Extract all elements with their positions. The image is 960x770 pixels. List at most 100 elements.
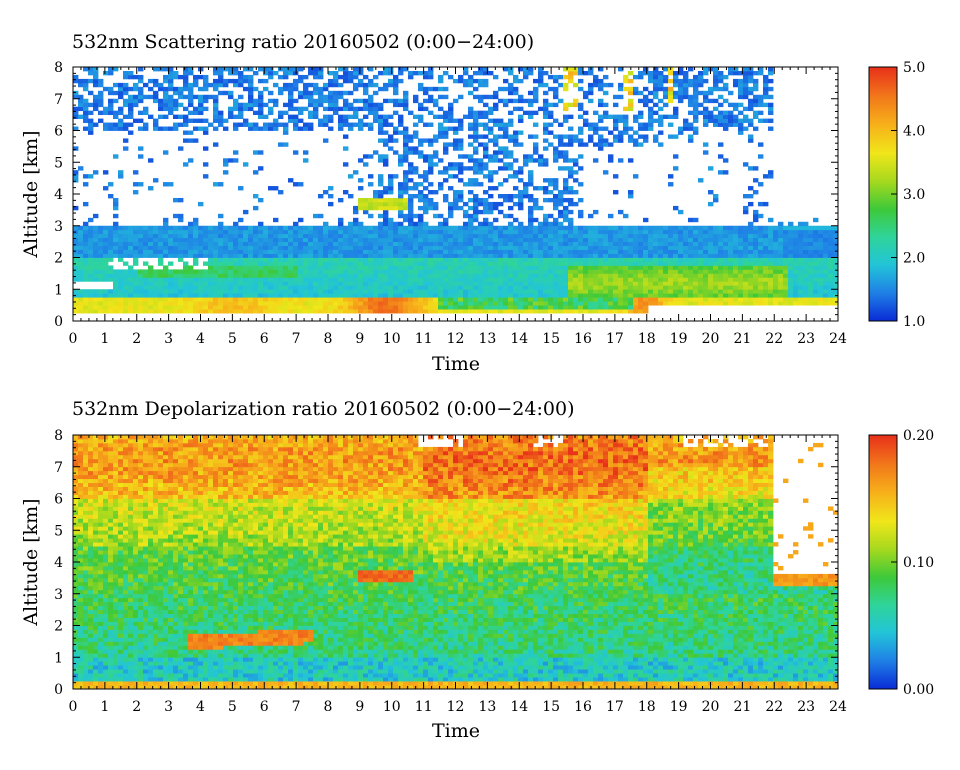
heatmap-cell [573, 249, 579, 254]
heatmap-cell [268, 297, 274, 302]
heatmap-cell [393, 138, 399, 143]
heatmap-cell [433, 138, 439, 143]
heatmap-cell [548, 110, 554, 116]
heatmap-cell [393, 297, 399, 302]
heatmap-cell [363, 122, 369, 127]
heatmap-cell [198, 249, 204, 254]
heatmap-cell [488, 126, 494, 131]
heatmap-cell [328, 186, 334, 191]
heatmap-cell [153, 98, 159, 104]
heatmap-cell [538, 221, 544, 227]
heatmap-cell [748, 277, 754, 282]
heatmap-cell [188, 233, 194, 239]
heatmap-cell [128, 269, 134, 274]
heatmap-cell [618, 118, 624, 123]
heatmap-cell [508, 82, 514, 88]
heatmap-cell [448, 305, 454, 310]
heatmap-cell [113, 205, 119, 211]
heatmap-cell [183, 261, 189, 266]
heatmap-cell [338, 301, 344, 306]
heatmap-cell [638, 70, 644, 76]
heatmap-cell [728, 70, 734, 76]
heatmap-cell [383, 142, 389, 147]
heatmap-cell [608, 237, 614, 243]
heatmap-cell [523, 265, 529, 270]
heatmap-cell [733, 70, 739, 76]
heatmap-cell [358, 225, 364, 231]
heatmap-cell [463, 225, 469, 231]
heatmap-cell [573, 269, 579, 274]
heatmap-cell [358, 205, 364, 211]
heatmap-cell [528, 269, 534, 274]
heatmap-cell [378, 138, 384, 143]
heatmap-cell [633, 265, 639, 270]
heatmap-cell [563, 142, 569, 147]
heatmap-cell [498, 309, 504, 314]
heatmap-cell [188, 289, 194, 294]
heatmap-cell [508, 273, 514, 278]
heatmap-cell [503, 233, 509, 239]
heatmap-cell [608, 253, 614, 258]
heatmap-cell [628, 257, 634, 262]
heatmap-cell [363, 74, 369, 80]
heatmap-cell [533, 94, 539, 100]
heatmap-cell [143, 301, 149, 306]
heatmap-cell [133, 237, 139, 243]
heatmap-cell [698, 237, 704, 243]
heatmap-cell [608, 249, 614, 254]
heatmap-cell [153, 269, 159, 274]
heatmap-cell [538, 281, 544, 286]
heatmap-cell [738, 241, 744, 246]
heatmap-cell [473, 269, 479, 274]
heatmap-cell [303, 86, 309, 92]
heatmap-cell [633, 237, 639, 243]
heatmap-cell [553, 102, 559, 108]
heatmap-cell [413, 249, 419, 254]
heatmap-cell [608, 241, 614, 246]
heatmap-cell [508, 122, 514, 127]
heatmap-cell [233, 249, 239, 254]
heatmap-cell [458, 229, 464, 235]
heatmap-cell [383, 281, 389, 286]
heatmap-cell [223, 237, 229, 243]
heatmap-cell [618, 265, 624, 270]
heatmap-cell [98, 265, 104, 270]
heatmap-cell [598, 309, 604, 314]
heatmap-cell [478, 70, 484, 76]
heatmap-cell [358, 229, 364, 235]
heatmap-cell [383, 130, 389, 135]
heatmap-cell [593, 293, 599, 298]
heatmap-cell [613, 241, 619, 246]
heatmap-cell [433, 205, 439, 211]
heatmap-cell [648, 225, 654, 231]
heatmap-cell [498, 98, 504, 104]
heatmap-cell [73, 106, 79, 112]
heatmap-cell [298, 67, 304, 72]
heatmap-cell [233, 297, 239, 302]
heatmap-cell [718, 265, 724, 270]
heatmap-cell [428, 154, 434, 159]
heatmap-cell [408, 138, 414, 143]
heatmap-cell [593, 209, 599, 215]
heatmap-cell [563, 102, 569, 108]
heatmap-cell [328, 241, 334, 246]
heatmap-cell [738, 70, 744, 76]
heatmap-cell [293, 237, 299, 243]
heatmap-cell [678, 261, 684, 266]
heatmap-cell [323, 253, 329, 258]
heatmap-cell [688, 126, 694, 131]
heatmap-cell [613, 229, 619, 235]
heatmap-cell [398, 102, 404, 108]
heatmap-cell [753, 102, 759, 108]
heatmap-cell [138, 273, 144, 278]
heatmap-cell [668, 281, 674, 286]
heatmap-cell [778, 261, 784, 266]
heatmap-cell [358, 82, 364, 88]
heatmap-cell [483, 229, 489, 235]
heatmap-cell [508, 269, 514, 274]
heatmap-cell [483, 241, 489, 246]
heatmap-cell [128, 245, 134, 250]
heatmap-cell [543, 190, 549, 195]
heatmap-cell [518, 245, 524, 250]
heatmap-cell [343, 309, 349, 314]
